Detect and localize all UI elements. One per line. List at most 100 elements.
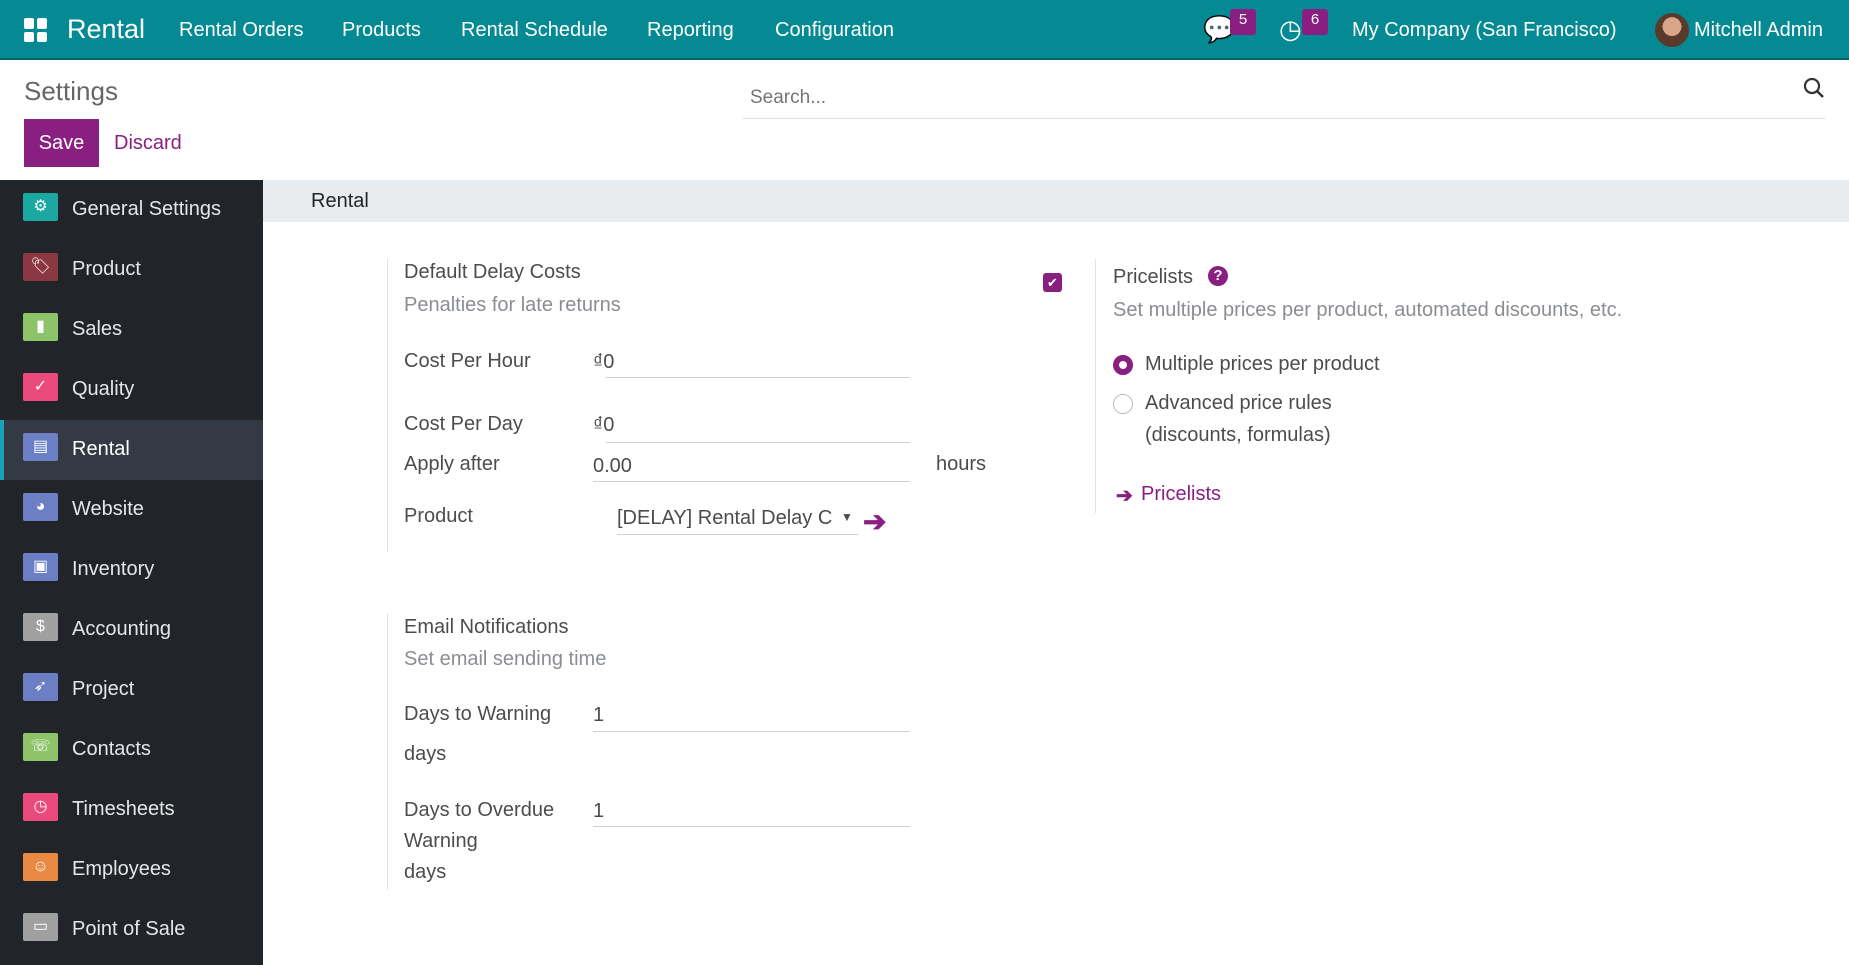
product-underline	[617, 534, 858, 535]
register-icon: ▭	[23, 913, 58, 941]
delay-costs-checkbox[interactable]: ✔	[1043, 273, 1062, 292]
menu-rental-schedule[interactable]: Rental Schedule	[461, 19, 608, 41]
people-icon: ☺	[23, 853, 58, 881]
search-input[interactable]	[743, 78, 1803, 118]
discard-button[interactable]: Discard	[114, 132, 182, 154]
product-external-link-arrow-icon[interactable]: ➔	[863, 506, 887, 537]
sidebar-item-point-of-sale[interactable]: ▭ Point of Sale	[0, 900, 263, 960]
chart-icon: ▮	[23, 313, 58, 341]
radio-advanced-rules-label-line2: (discounts, formulas)	[1145, 424, 1331, 446]
divider	[1095, 259, 1096, 513]
sidebar-item-employees[interactable]: ☺ Employees	[0, 840, 263, 900]
settings-sidebar: ⚙ General Settings 🏷 Product ▮ Sales ✓ Quality ▤…	[0, 180, 263, 965]
messages-badge: 5	[1230, 9, 1256, 35]
activities-badge: 6	[1302, 9, 1328, 35]
search-underline	[743, 118, 1825, 119]
tag-icon: 🏷	[23, 253, 58, 281]
rocket-icon: ➶	[23, 673, 58, 701]
radio-multiple-prices[interactable]	[1113, 355, 1133, 375]
chevron-down-icon[interactable]: ▼	[841, 510, 853, 524]
apps-menu-icon[interactable]	[24, 18, 48, 42]
sidebar-item-label: Employees	[72, 858, 171, 880]
product-label: Product	[404, 505, 473, 527]
days-to-warning-underline	[593, 731, 910, 732]
globe-icon: ◕	[23, 493, 58, 521]
days-to-overdue-label: Days to Overdue	[404, 799, 555, 821]
days-to-warning-input[interactable]: 1	[593, 704, 605, 726]
sidebar-item-label: Point of Sale	[72, 918, 186, 940]
days-to-overdue-label-line2: Warning	[404, 830, 478, 852]
email-notifications-subtitle: Set email sending time	[404, 648, 607, 670]
sidebar-item-inventory[interactable]: ▣ Inventory	[0, 540, 263, 600]
sidebar-item-label: Timesheets	[72, 798, 175, 820]
user-menu[interactable]: Mitchell Admin	[1694, 19, 1823, 41]
delay-costs-subtitle: Penalties for late returns	[404, 294, 621, 316]
pricelists-link[interactable]: Pricelists	[1141, 483, 1222, 505]
section-title: Rental	[311, 190, 369, 212]
app-name[interactable]: Rental	[67, 14, 146, 44]
sidebar-item-project[interactable]: ➶ Project	[0, 660, 263, 720]
sidebar-item-contacts[interactable]: ☏ Contacts	[0, 720, 263, 780]
days-to-warning-unit: days	[404, 743, 447, 765]
days-to-overdue-input[interactable]: 1	[593, 800, 605, 822]
cost-per-day-underline	[606, 442, 910, 443]
pricelists-subtitle: Set multiple prices per product, automat…	[1113, 299, 1623, 321]
sidebar-item-label: Accounting	[72, 618, 171, 640]
sidebar-item-label: Rental	[72, 438, 130, 460]
sidebar-item-accounting[interactable]: $ Accounting	[0, 600, 263, 660]
messages-icon[interactable]: 💬	[1203, 14, 1236, 44]
timer-icon: ◷	[23, 793, 58, 821]
apply-after-input[interactable]: 0.00	[593, 455, 632, 477]
sidebar-item-sales[interactable]: ▮ Sales	[0, 300, 263, 360]
page-title: Settings	[24, 76, 118, 106]
sidebar-item-label: Contacts	[72, 738, 151, 760]
sidebar-item-label: General Settings	[72, 198, 221, 220]
radio-advanced-rules[interactable]	[1113, 394, 1133, 414]
cost-per-hour-underline	[606, 377, 910, 378]
rental-icon: ▤	[23, 433, 58, 461]
sidebar-item-general-settings[interactable]: ⚙ General Settings	[0, 180, 263, 240]
menu-products[interactable]: Products	[342, 19, 421, 41]
sidebar-item-website[interactable]: ◕ Website	[0, 480, 263, 540]
sidebar-item-label: Inventory	[72, 558, 155, 580]
pricelists-title: Pricelists	[1113, 266, 1194, 288]
sidebar-item-label: Quality	[72, 378, 135, 400]
product-select[interactable]: [DELAY] Rental Delay C	[617, 507, 833, 529]
sidebar-item-label: Product	[72, 258, 141, 280]
radio-advanced-rules-label[interactable]: Advanced price rules	[1145, 392, 1332, 414]
days-to-overdue-underline	[593, 826, 910, 827]
divider	[387, 259, 388, 552]
gear-icon: ⚙	[23, 193, 58, 221]
menu-rental-orders[interactable]: Rental Orders	[179, 19, 304, 41]
sidebar-item-label: Project	[72, 678, 135, 700]
sidebar-item-rental[interactable]: ▤ Rental	[0, 420, 263, 480]
menu-configuration[interactable]: Configuration	[775, 19, 894, 41]
divider	[387, 613, 388, 890]
cost-per-hour-input[interactable]: ₫0	[593, 351, 615, 373]
search-icon[interactable]	[1803, 77, 1825, 99]
activities-clock-icon[interactable]: ◷	[1279, 14, 1302, 44]
cost-per-day-label: Cost Per Day	[404, 413, 523, 435]
sidebar-item-label: Website	[72, 498, 144, 520]
phone-book-icon: ☏	[23, 733, 58, 761]
top-navbar: Rental Rental Orders Products Rental Sch…	[0, 0, 1849, 60]
avatar[interactable]	[1655, 13, 1689, 47]
menu-reporting[interactable]: Reporting	[647, 19, 734, 41]
help-question-icon[interactable]: ?	[1208, 266, 1228, 286]
apply-after-underline	[593, 481, 910, 482]
badge-check-icon: ✓	[23, 373, 58, 401]
invoice-icon: $	[23, 613, 58, 641]
radio-multiple-prices-label[interactable]: Multiple prices per product	[1145, 353, 1380, 375]
sidebar-item-product[interactable]: 🏷 Product	[0, 240, 263, 300]
apply-after-label: Apply after	[404, 453, 500, 475]
sidebar-item-timesheets[interactable]: ◷ Timesheets	[0, 780, 263, 840]
company-switcher[interactable]: My Company (San Francisco)	[1352, 19, 1617, 41]
sidebar-item-quality[interactable]: ✓ Quality	[0, 360, 263, 420]
cost-per-day-input[interactable]: ₫0	[593, 414, 615, 436]
sidebar-item-label: Sales	[72, 318, 123, 340]
days-to-warning-label: Days to Warning	[404, 703, 552, 725]
save-button[interactable]: Save	[24, 119, 99, 167]
apply-after-unit: hours	[936, 453, 987, 475]
box-icon: ▣	[23, 553, 58, 581]
days-to-overdue-unit: days	[404, 861, 447, 883]
